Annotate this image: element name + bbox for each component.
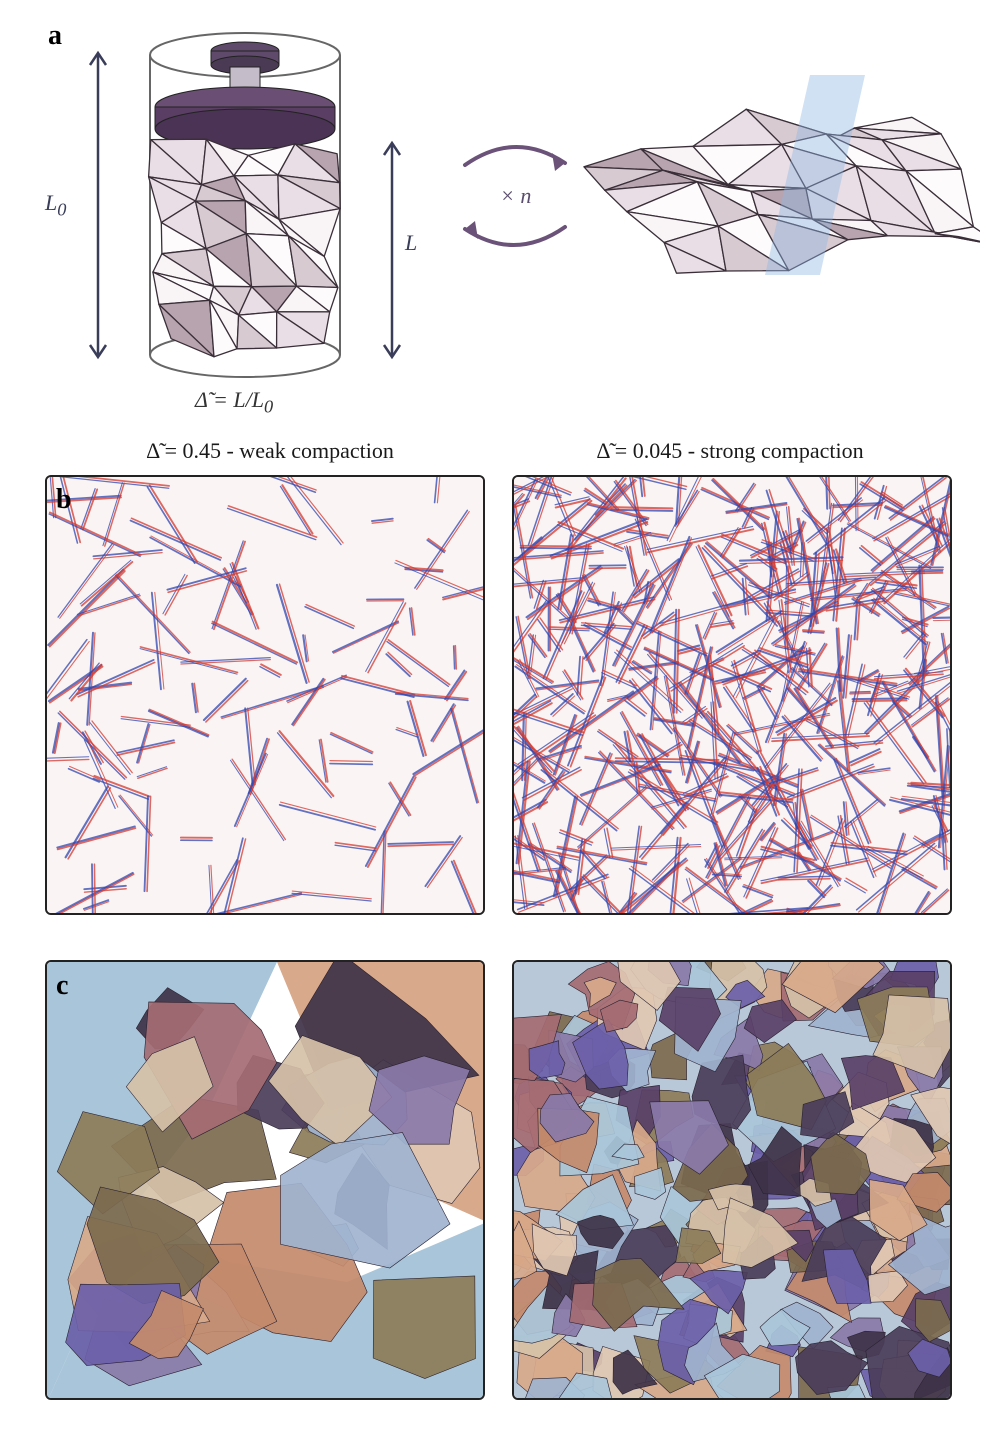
right-val: 0.045 <box>633 438 683 463</box>
formula-delta: Δ̃ = L/L0 <box>195 387 273 417</box>
panel-c-left <box>45 960 485 1400</box>
cylinder-schematic <box>80 15 440 415</box>
left-val: 0.45 <box>182 438 221 463</box>
panel-label-c: c <box>56 970 68 1002</box>
panel-c-right <box>512 960 952 1400</box>
crease-map-strong <box>514 477 952 915</box>
l0-sub: 0 <box>57 199 66 219</box>
left-suffix: - weak compaction <box>221 438 394 463</box>
col-title-left: Δ̃ = 0.45 - weak compaction <box>80 438 460 464</box>
panel-label-b: b <box>56 484 72 516</box>
left-prefix: Δ̃ = <box>146 438 182 463</box>
figure-root: a b c <box>0 0 986 1438</box>
formula-text: Δ̃ = L/L <box>195 387 264 412</box>
segment-map-strong <box>514 962 952 1400</box>
dim-l0: L0 <box>45 190 66 220</box>
xn-label: × n <box>500 183 531 209</box>
panel-b-right <box>512 475 952 915</box>
col-title-right: Δ̃ = 0.045 - strong compaction <box>520 438 940 464</box>
unfolded-sheet <box>580 75 980 375</box>
right-suffix: - strong compaction <box>682 438 863 463</box>
panel-label-a: a <box>48 20 62 52</box>
right-prefix: Δ̃ = <box>596 438 632 463</box>
panel-b-left <box>45 475 485 915</box>
panel-a: L0 L Δ̃ = L/L0 × n <box>40 15 960 415</box>
crease-map-weak <box>47 477 485 915</box>
formula-sub: 0 <box>264 396 273 416</box>
l0-symbol: L <box>45 190 57 215</box>
segment-map-weak <box>47 962 485 1400</box>
dim-l: L <box>405 230 417 256</box>
